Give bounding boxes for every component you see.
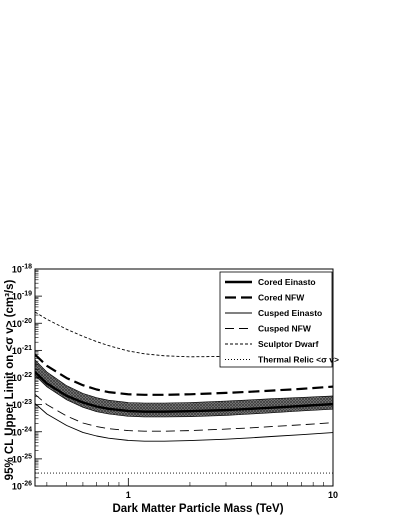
y-axis-title: 95% CL Upper Limit on <σ v> (cm³/s) [4,280,16,481]
series-line-cored-nfw [35,353,333,396]
y-tick-label: 10-23 [12,399,32,410]
y-tick-label: 10-18 [12,264,32,275]
legend: Cored Einasto Cored NFW Cusped Einasto Cusp… [219,271,339,368]
legend-label: Cored NFW [258,293,305,303]
x-tick-label: 1 [126,490,131,500]
legend-label: Cusped NFW [258,324,312,334]
axes: 10-26 10-25 10-24 10-23 10-22 10-21 10-20 10-19… [12,264,338,501]
x-tick-label: 10 [328,490,338,500]
series-line-cusped-einasto [35,403,333,442]
y-tick-label: 10-25 [12,453,32,464]
series-line-cusped-nfw [35,393,333,432]
legend-label: Cusped Einasto [258,308,322,318]
series-line-sculptor-dwarf [35,311,333,358]
uncertainty-band [35,359,333,418]
x-axis-title: Dark Matter Particle Mass (TeV) [112,503,283,515]
y-tick-label: 10-22 [12,372,32,383]
legend-label: Thermal Relic <σ v> [258,355,339,365]
legend-label: Cored Einasto [258,277,316,287]
y-tick-label: 10-21 [12,345,32,356]
y-tick-label: 10-20 [12,318,32,329]
plot-area [35,311,333,474]
legend-box [219,271,333,368]
y-tick-label: 10-24 [12,426,32,437]
legend-label: Sculptor Dwarf [258,339,319,349]
y-tick-label: 10-19 [12,291,32,302]
y-tick-label: 10-26 [12,481,32,492]
series-line-cored-einasto [35,371,333,413]
